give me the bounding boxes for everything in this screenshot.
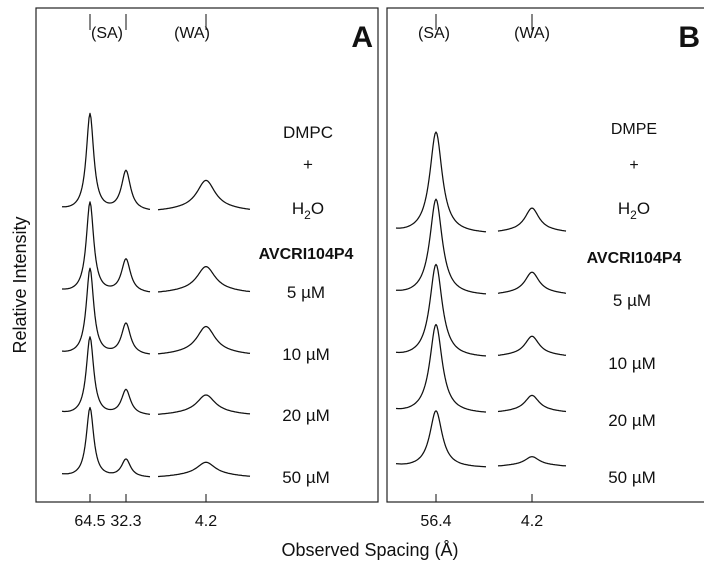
axis-ticks [89,14,533,502]
panel-b-frame [386,7,704,503]
panel-b-sa-label: (SA) [418,25,450,42]
trace-panel-b-series-3-segment-1 [497,394,567,413]
panel-a-label: A [351,21,373,54]
panel-a-o: O [311,199,324,218]
panel-a-xtick-32: 32.3 [110,513,141,530]
panel-a-xtick-4: 4.2 [195,513,217,530]
panel-a-sample-50: 50 µM [282,468,330,487]
panel-b-sub2: 2 [630,208,637,222]
trace-panel-a-series-0-segment-0 [61,112,151,211]
panel-b-xtick-4: 4.2 [521,513,543,530]
trace-panel-b-series-4-segment-0 [395,410,486,468]
panel-a-sample-5: 5 µM [287,283,325,302]
panel-b-sample-10: 10 µM [608,354,656,373]
panel-b-compound: AVCRI104P4 [587,250,682,267]
panel-b-xtick-56: 56.4 [420,513,451,530]
panel-a-lipid-line1: DMPC [283,123,333,142]
panel-a-sa-label: (SA) [91,25,123,42]
diffraction-traces [61,112,567,478]
panel-a-wa-label: (WA) [174,25,210,42]
panel-a-lipid-line3: H2O [292,199,324,222]
y-axis-label: Relative Intensity [10,216,30,353]
trace-panel-b-series-0-segment-1 [497,207,567,232]
panel-b-label: B [678,21,700,54]
panel-b-sample-5: 5 µM [613,291,651,310]
panel-a-sample-10: 10 µM [282,345,330,364]
panel-a-frame [35,7,379,503]
trace-panel-a-series-2-segment-0 [62,267,151,355]
panel-b-o: O [637,199,650,218]
panel-b-lipid-line2: + [629,157,638,174]
panel-b-lipid-line1: DMPE [611,121,657,138]
trace-panel-b-series-2-segment-1 [497,335,567,356]
panel-a-xtick-64: 64.5 [74,513,105,530]
panel-b-h: H [618,199,630,218]
trace-panel-b-series-3-segment-0 [396,323,486,413]
trace-panel-a-series-3-segment-0 [61,336,151,415]
panel-b-sample-20: 20 µM [608,411,656,430]
panel-a-lipid-line2: + [303,155,313,174]
trace-panel-b-series-1-segment-0 [395,198,487,295]
trace-panel-a-series-4-segment-1 [158,461,251,478]
trace-panel-b-series-2-segment-0 [395,263,486,357]
panel-a-sample-20: 20 µM [282,406,330,425]
trace-panel-a-series-4-segment-0 [61,406,151,478]
trace-panel-a-series-1-segment-1 [158,265,251,293]
panel-b-wa-label: (WA) [514,25,550,42]
trace-panel-b-series-4-segment-1 [497,456,567,467]
trace-panel-a-series-2-segment-1 [157,325,251,355]
panel-a-sub2: 2 [304,208,311,222]
panel-b-lipid-line3: H2O [618,199,650,222]
panel-b-sample-50: 50 µM [608,468,656,487]
panel-a-h: H [292,199,304,218]
x-axis-label: Observed Spacing (Å) [281,540,458,560]
panel-a-compound: AVCRI104P4 [259,246,354,263]
trace-panel-a-series-1-segment-0 [62,201,151,293]
trace-panel-b-series-0-segment-0 [395,131,487,233]
trace-panel-a-series-0-segment-1 [157,179,251,211]
trace-panel-b-series-1-segment-1 [497,271,567,294]
trace-panel-a-series-3-segment-1 [157,394,251,415]
